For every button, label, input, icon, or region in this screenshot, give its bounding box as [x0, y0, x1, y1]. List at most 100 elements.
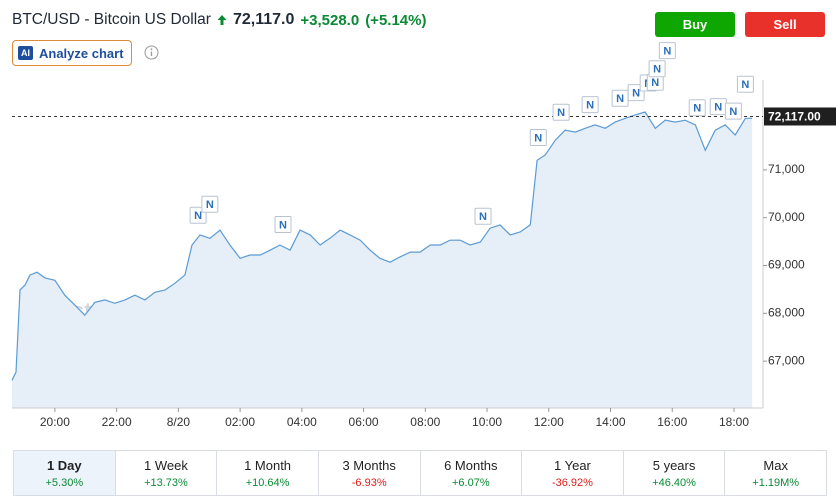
news-marker: N — [611, 89, 629, 107]
price: 72,117.0 — [232, 11, 295, 28]
period-bar: 1 Day +5.30% 1 Week +13.73% 1 Month +10.64% 3 … — [13, 450, 827, 496]
period-tab[interactable]: 1 Week +13.73% — [116, 451, 218, 495]
period-label: 1 Month — [244, 457, 292, 473]
news-marker: N — [474, 207, 492, 225]
news-marker: N — [724, 102, 742, 120]
news-marker-box — [688, 99, 706, 117]
period-tab[interactable]: Max +1.19M% — [725, 451, 826, 495]
news-marker-label: N — [586, 100, 594, 112]
period-tab[interactable]: 5 years +46.40% — [624, 451, 726, 495]
y-tick-label: 69,000 — [768, 258, 805, 272]
period-change: +5.30% — [45, 476, 84, 489]
y-tick-label: 70,000 — [768, 210, 805, 224]
news-marker-label: N — [632, 88, 640, 100]
analyze-label: Analyze chart — [39, 45, 124, 61]
news-marker-box — [274, 216, 292, 234]
news-marker-label: N — [693, 103, 701, 115]
period-change: -36.92% — [551, 476, 593, 489]
news-marker-label: N — [616, 93, 624, 105]
ai-badge: AI — [18, 46, 33, 60]
news-marker-label: N — [714, 102, 722, 114]
news-marker: N — [709, 98, 727, 116]
news-marker-label: N — [651, 77, 659, 89]
news-marker-box — [474, 207, 492, 225]
period-tab[interactable]: 1 Day +5.30% — [14, 451, 116, 495]
period-label: 1 Week — [144, 457, 188, 473]
x-tick-label: 04:00 — [287, 415, 317, 429]
x-tick-label: 10:00 — [472, 415, 502, 429]
chart: Investing.com67,00068,00069,00070,00071,… — [11, 42, 836, 429]
news-marker: N — [552, 103, 570, 121]
period-label: 5 years — [652, 457, 696, 473]
news-marker-label: N — [653, 64, 661, 76]
change: +3,528.0 — [300, 11, 360, 29]
last-price-label: 72,117.00 — [768, 110, 821, 124]
area-fill — [12, 112, 753, 408]
x-tick-label: 18:00 — [719, 415, 749, 429]
x-tick-label: 20:00 — [40, 415, 70, 429]
period-change: +10.64% — [245, 476, 290, 489]
y-tick-label: 67,000 — [768, 353, 805, 367]
header: BTC/USD - Bitcoin US Dollar 72,117.0 +3,… — [12, 11, 426, 29]
news-marker-box — [736, 75, 754, 93]
news-marker: N — [581, 96, 599, 114]
news-marker-label: N — [194, 210, 202, 222]
x-tick-label: 12:00 — [534, 415, 564, 429]
news-marker-label: N — [206, 199, 214, 211]
period-label: 6 Months — [444, 457, 498, 473]
news-marker-box — [581, 96, 599, 114]
x-tick-label: 02:00 — [225, 415, 255, 429]
news-marker-box — [724, 102, 742, 120]
period-label: Max — [763, 457, 788, 473]
period-change: +6.07% — [452, 476, 490, 489]
news-marker: N — [274, 216, 292, 234]
news-marker-label: N — [534, 132, 542, 144]
last-price-box — [764, 107, 836, 126]
news-marker-label: N — [557, 107, 565, 119]
news-marker: N — [736, 75, 754, 93]
news-marker-label: N — [663, 45, 671, 57]
period-label: 3 Months — [342, 457, 396, 473]
x-tick-label: 08:00 — [410, 415, 440, 429]
price-line — [11, 111, 753, 381]
news-marker-box — [529, 129, 547, 147]
news-marker-label: N — [279, 219, 287, 231]
x-tick-label: 06:00 — [349, 415, 379, 429]
period-change: +13.73% — [144, 476, 188, 489]
period-label: 1 Day — [46, 457, 82, 473]
sell-button[interactable]: Sell — [745, 12, 825, 37]
period-change: +1.19M% — [752, 476, 800, 489]
buy-button[interactable]: Buy — [655, 12, 735, 37]
analyze-button[interactable]: AI Analyze chart — [12, 40, 132, 66]
x-tick-label: 8/20 — [167, 415, 191, 429]
up-arrow — [217, 15, 227, 25]
news-marker: N — [688, 99, 706, 117]
title: BTC/USD - Bitcoin US Dollar — [12, 11, 211, 28]
info-icon[interactable] — [144, 45, 159, 60]
news-marker-box — [201, 195, 219, 213]
news-marker: N — [529, 129, 547, 147]
news-marker-box — [648, 60, 666, 78]
news-marker-box — [552, 103, 570, 121]
period-change: +46.40% — [652, 476, 696, 489]
x-tick-label: 16:00 — [657, 415, 687, 429]
news-marker-box — [658, 42, 676, 60]
news-marker: N — [648, 60, 666, 78]
period-tab[interactable]: 1 Year -36.92% — [522, 451, 624, 495]
x-tick-label: 14:00 — [596, 415, 626, 429]
period-tab[interactable]: 6 Months +6.07% — [421, 451, 523, 495]
news-marker-label: N — [729, 106, 737, 118]
change-pct: (+5.14%) — [365, 11, 427, 29]
y-tick-label: 71,000 — [768, 162, 805, 176]
news-marker-label: N — [479, 211, 487, 223]
news-marker-label: N — [741, 79, 749, 91]
period-label: 1 Year — [554, 457, 591, 473]
period-tab[interactable]: 3 Months -6.93% — [319, 451, 421, 495]
y-tick-label: 68,000 — [768, 306, 805, 320]
news-marker: N — [658, 42, 676, 60]
news-marker: N — [201, 195, 219, 213]
x-tick-label: 22:00 — [102, 415, 132, 429]
period-tab[interactable]: 1 Month +10.64% — [217, 451, 319, 495]
period-change: -6.93% — [351, 476, 387, 489]
